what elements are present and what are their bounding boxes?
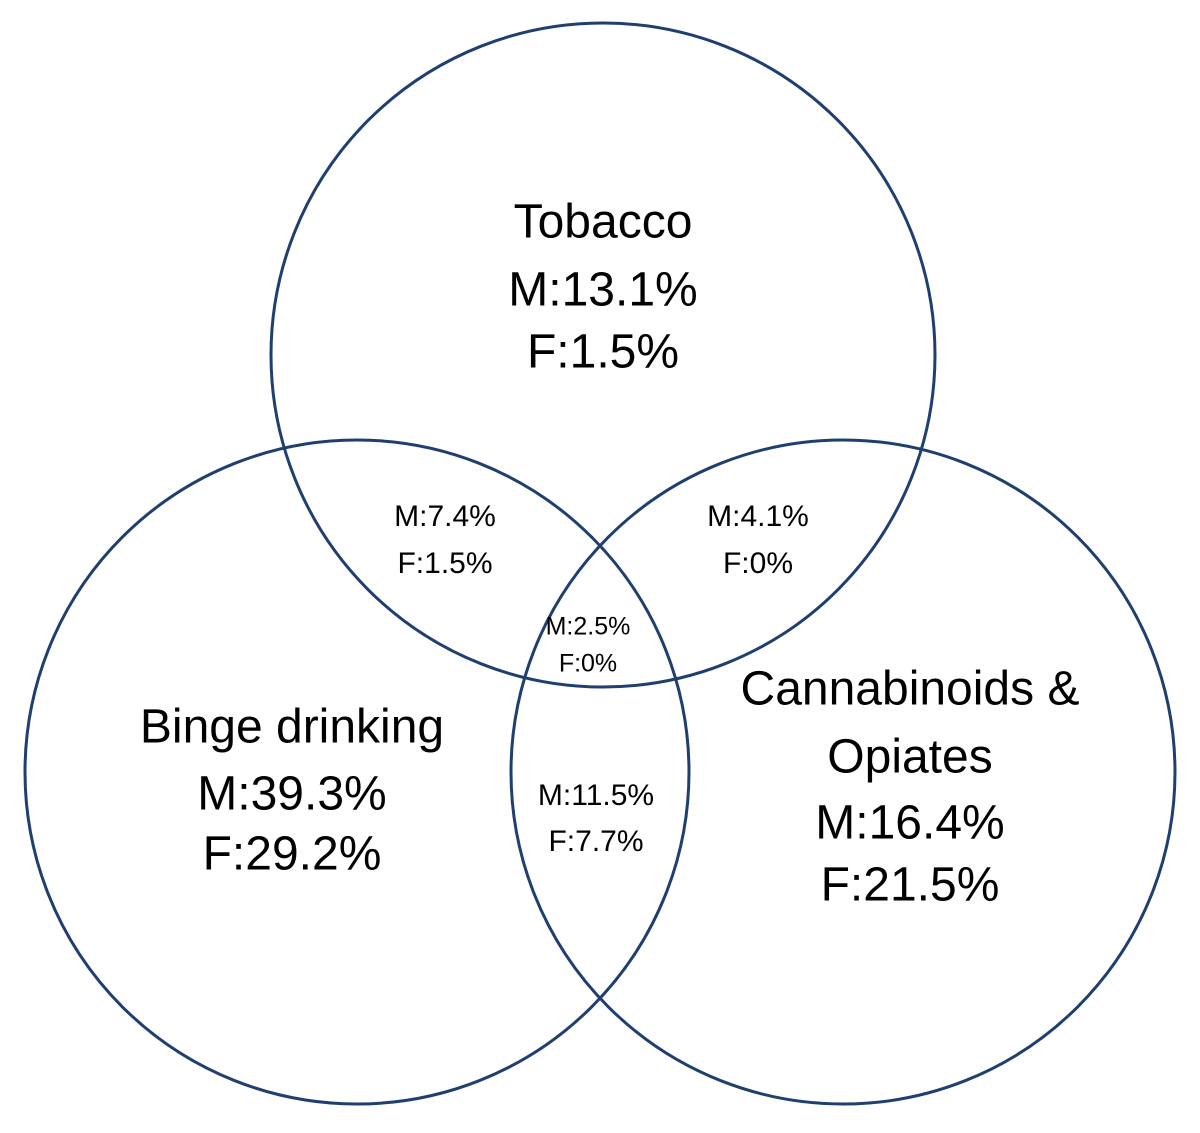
cannabinoids-circle: [509, 438, 1177, 1106]
region-male: M:2.5%: [546, 613, 631, 641]
set-male: M:16.4%: [815, 797, 1004, 850]
set-male: M:39.3%: [197, 768, 386, 821]
set-name: Binge drinking: [140, 701, 444, 754]
region-male: M:11.5%: [538, 779, 654, 812]
region-female: F:0%: [559, 650, 617, 678]
set-female: F:21.5%: [821, 859, 1000, 912]
set-female: F:29.2%: [203, 828, 382, 881]
set-name: Opiates: [827, 731, 992, 784]
set-male: M:13.1%: [508, 264, 697, 317]
region-female: F:0%: [723, 547, 793, 580]
region-male: M:4.1%: [707, 500, 809, 533]
set-name: Tobacco: [514, 196, 693, 249]
tobacco-circle: [269, 21, 937, 689]
set-name: Cannabinoids &: [741, 663, 1080, 716]
region-female: F:7.7%: [548, 825, 643, 858]
set-female: F:1.5%: [527, 326, 679, 379]
region-female: F:1.5%: [397, 547, 492, 580]
region-male: M:7.4%: [394, 500, 496, 533]
binge-circle: [23, 438, 691, 1106]
